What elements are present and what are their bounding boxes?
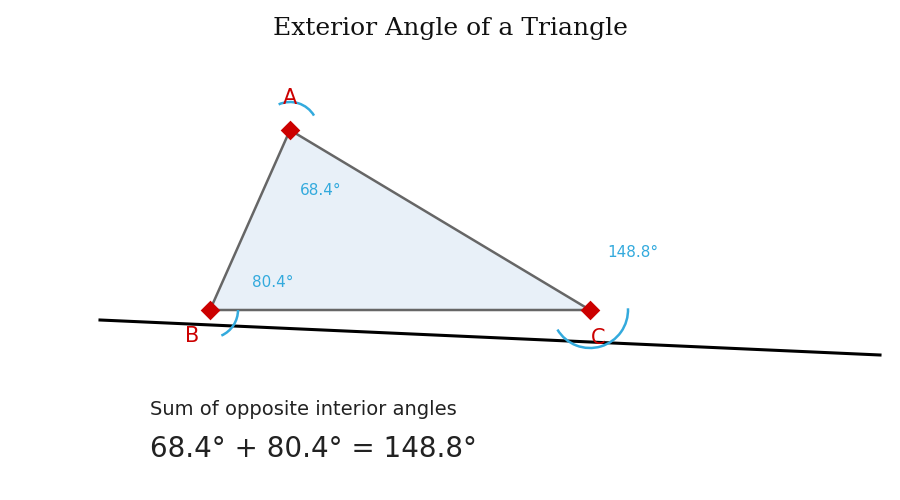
Text: 68.4°: 68.4°: [300, 182, 342, 198]
Text: B: B: [184, 326, 199, 346]
Text: 148.8°: 148.8°: [608, 245, 659, 260]
Point: [283, 126, 297, 134]
Text: Sum of opposite interior angles: Sum of opposite interior angles: [150, 400, 456, 419]
Text: A: A: [283, 88, 297, 108]
Text: 80.4°: 80.4°: [252, 276, 293, 290]
Text: C: C: [590, 328, 605, 348]
Polygon shape: [210, 130, 590, 310]
Text: 68.4° + 80.4° = 148.8°: 68.4° + 80.4° = 148.8°: [150, 435, 477, 463]
Point: [202, 306, 217, 314]
Text: Exterior Angle of a Triangle: Exterior Angle of a Triangle: [273, 16, 627, 40]
Point: [583, 306, 598, 314]
